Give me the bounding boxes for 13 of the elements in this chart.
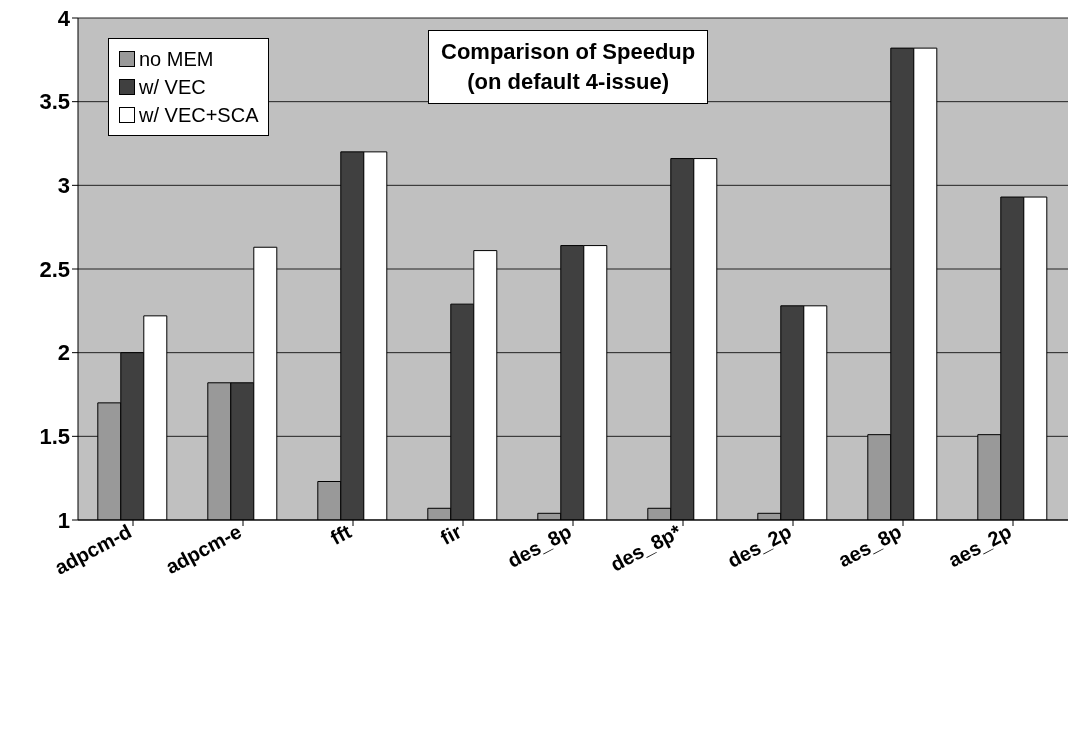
- y-tick-label: 1.5: [39, 424, 70, 450]
- y-tick-label: 2.5: [39, 256, 70, 282]
- y-tick-label: 3: [57, 173, 70, 199]
- x-tick-label: fir: [436, 520, 466, 549]
- y-tick-label: 2: [57, 340, 70, 366]
- legend-label: no MEM: [139, 47, 214, 72]
- legend-label: w/ VEC: [139, 75, 206, 100]
- x-tick-label: fft: [326, 519, 356, 549]
- text: Comparison of Speedup: [441, 38, 696, 66]
- y-tick-label: 3.5: [39, 89, 70, 115]
- y-tick-label: 4: [57, 5, 71, 31]
- text: (on default 4-issue): [466, 68, 670, 96]
- legend-label: w/ VEC+SCA: [139, 103, 259, 128]
